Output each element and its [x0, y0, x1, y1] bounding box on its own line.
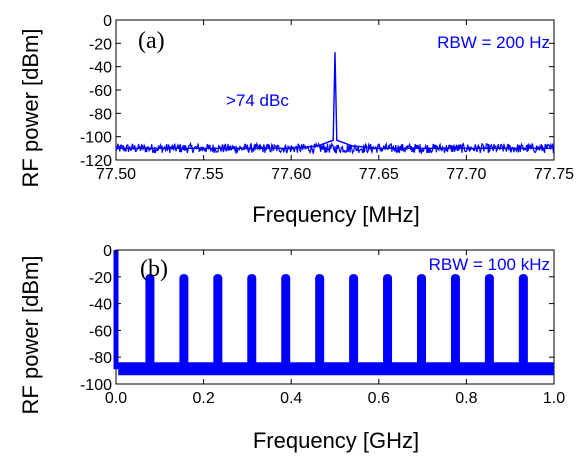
panel-a-y-tick-label: -80 — [89, 106, 112, 123]
panel-a-dbc-annotation: >74 dBc — [226, 91, 289, 110]
panel-b-noise-trace — [118, 363, 555, 376]
panel-b-x-tick-label: 0.2 — [192, 390, 214, 407]
panel-a-y-tick-label: -60 — [89, 83, 112, 100]
panel-a-data-point — [336, 139, 338, 141]
panel-b-rbw-label: RBW = 100 kHz — [429, 255, 550, 274]
panel-b-x-tick-label: 0.4 — [280, 390, 302, 407]
panel-b-comb-line — [383, 274, 393, 370]
panel-a-y-tick-label: -120 — [80, 153, 112, 170]
panel-b-comb-line — [518, 274, 528, 370]
panel-b-x-tick-label: 0.0 — [105, 390, 127, 407]
panel-a-y-tick-label: -20 — [89, 36, 112, 53]
panel-a-y-tick-label: 0 — [103, 13, 112, 30]
panel-b-y-ticks: 0 -20 -40 -60 -80 -100 — [80, 243, 554, 394]
panel-a-data-point — [465, 147, 467, 149]
panel-a-data-point — [203, 147, 205, 149]
panel-a-x-tick-label: 77.60 — [271, 166, 311, 183]
panel-b-y-tick-label: -80 — [89, 350, 112, 367]
panel-b-label: (b) — [140, 256, 168, 282]
panel-a-x-ticks: 77.50 77.55 77.60 77.65 77.70 77.75 — [96, 20, 574, 183]
panel-b-comb-line — [484, 274, 494, 370]
panel-a-signal-line — [116, 52, 554, 150]
panel-a-data-point — [316, 145, 319, 147]
panel-a-x-tick-label: 77.70 — [446, 166, 486, 183]
panel-a-y-ticks: 0 -20 -40 -60 -80 -100 -120 — [80, 13, 554, 170]
panel-a-y-tick-label: -40 — [89, 60, 112, 77]
panel-a-x-tick-label: 77.65 — [359, 166, 399, 183]
panel-b-comb-line — [247, 274, 257, 370]
panel-b-y-axis-label: RF power [dBm] — [18, 256, 43, 415]
panel-b-y-tick-label: -100 — [80, 377, 112, 394]
panel-b: 0.0 0.2 0.4 0.6 0.8 1.0 0 -20 -40 -60 -80 -100 (b)… — [18, 243, 565, 453]
panel-b-comb-line — [450, 274, 460, 370]
panel-b-x-tick-label: 1.0 — [543, 390, 565, 407]
panel-b-comb-line — [113, 250, 119, 370]
panel-b-x-ticks: 0.0 0.2 0.4 0.6 0.8 1.0 — [105, 250, 565, 407]
panel-a-x-axis-label: Frequency [MHz] — [252, 202, 420, 227]
panel-b-comb-line — [417, 274, 427, 370]
panel-b-comb-line — [349, 274, 359, 370]
panel-a-label: (a) — [138, 28, 165, 54]
panel-b-comb-line — [281, 274, 291, 370]
panel-a-data-point — [290, 147, 292, 149]
panel-b-x-tick-label: 0.8 — [455, 390, 477, 407]
panel-a-rbw-label: RBW = 200 Hz — [437, 33, 550, 52]
panel-b-y-tick-label: -60 — [89, 323, 112, 340]
panel-a: 77.50 77.55 77.60 77.65 77.70 77.75 0 -20 -40 -6… — [18, 13, 574, 227]
panel-b-x-axis-label: Frequency [GHz] — [253, 428, 419, 453]
panel-a-x-tick-label: 77.55 — [184, 166, 224, 183]
panel-b-comb-line — [179, 274, 189, 370]
panel-b-y-tick-label: -20 — [89, 270, 112, 287]
panel-a-x-tick-label: 77.75 — [534, 166, 574, 183]
panel-b-comb-line — [213, 274, 223, 370]
panel-b-comb-line — [315, 274, 325, 370]
panel-a-data-point — [351, 145, 354, 147]
panel-a-noise-trace — [115, 141, 555, 155]
panel-a-data-point — [334, 52, 336, 54]
panel-b-comb-line — [145, 274, 155, 370]
panel-a-plot-area — [115, 52, 555, 155]
panel-a-data-point — [553, 147, 555, 149]
panel-a-x-tick-label: 77.50 — [96, 166, 136, 183]
panel-a-y-axis-label: RF power [dBm] — [18, 29, 43, 188]
panel-b-plot-area — [113, 250, 555, 376]
panel-a-data-point — [332, 139, 334, 141]
panel-a-data-point — [115, 147, 117, 149]
panel-a-y-tick-label: -100 — [80, 130, 112, 147]
panel-b-y-tick-label: 0 — [103, 243, 112, 260]
panel-a-data-point — [378, 147, 380, 149]
panel-b-x-tick-label: 0.6 — [368, 390, 390, 407]
panel-b-y-tick-label: -40 — [89, 297, 112, 314]
